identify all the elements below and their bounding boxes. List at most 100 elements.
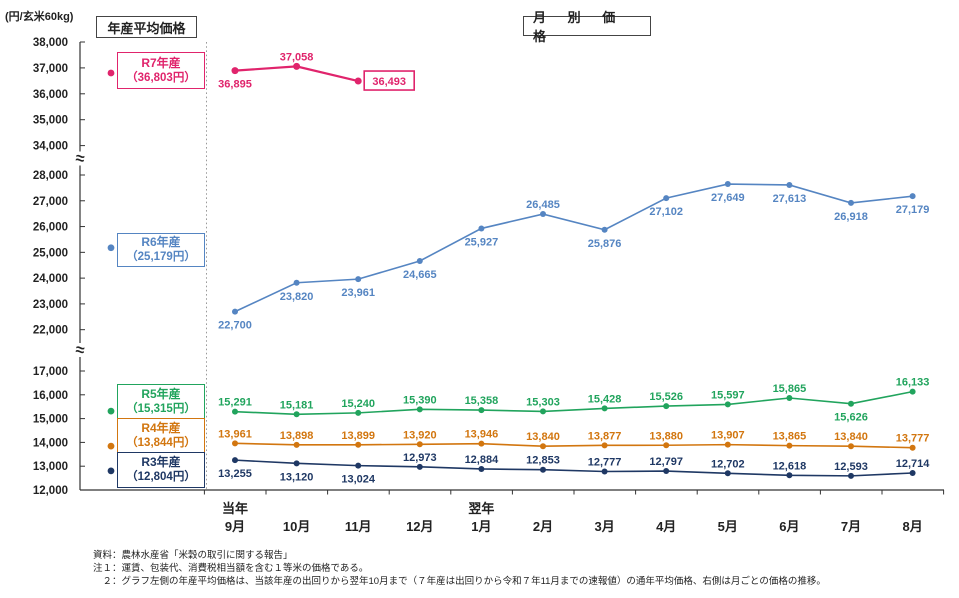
series-0-point bbox=[293, 62, 301, 70]
y-axis-unit-label: (円/玄米60kg) bbox=[5, 11, 74, 23]
series-4-point bbox=[416, 463, 423, 470]
y-axis-tick-label: 38,000 bbox=[33, 37, 68, 49]
series-3-point bbox=[848, 443, 854, 450]
y-axis-tick-label: 15,000 bbox=[33, 414, 68, 426]
series-2-value-label: 15,597 bbox=[711, 389, 745, 401]
series-3-point bbox=[663, 442, 670, 449]
series-3-point bbox=[232, 440, 238, 447]
series-3-value-label: 13,898 bbox=[280, 430, 314, 442]
series-4-value-label: 13,255 bbox=[218, 468, 252, 480]
y-axis-tick-label: 26,000 bbox=[33, 222, 68, 234]
series-3-value-label: 13,907 bbox=[711, 430, 745, 442]
annual-average-price-header: 年産平均価格 bbox=[96, 16, 197, 38]
series-3-value-label: 13,865 bbox=[773, 431, 807, 443]
series-1-point bbox=[724, 181, 731, 188]
legend-series-name: R4年産 bbox=[141, 420, 181, 435]
x-axis-month-label: 12月 bbox=[406, 519, 433, 534]
axis-break-symbol: ≈ bbox=[74, 150, 85, 168]
legend-dot-4 bbox=[107, 467, 115, 475]
x-axis-month-label: 5月 bbox=[718, 519, 738, 534]
series-4-value-label: 12,777 bbox=[588, 457, 622, 469]
x-axis-month-label: 9月 bbox=[225, 519, 245, 534]
series-4-value-label: 12,618 bbox=[773, 460, 807, 472]
series-2-point bbox=[848, 400, 854, 407]
series-1-value-label: 27,102 bbox=[649, 206, 683, 218]
series-2-point bbox=[540, 408, 546, 415]
y-axis-tick-label: 14,000 bbox=[33, 437, 68, 449]
series-3-point bbox=[540, 443, 546, 450]
series-2-value-label: 15,291 bbox=[218, 397, 252, 409]
series-line-4 bbox=[234, 459, 913, 477]
y-axis-tick-label: 12,000 bbox=[33, 485, 68, 497]
series-1-point bbox=[848, 199, 854, 206]
y-axis-tick-label: 17,000 bbox=[33, 366, 68, 378]
series-0-value-label: 37,058 bbox=[280, 51, 314, 63]
legend-box-3: R4年産 （13,844円） bbox=[117, 418, 205, 453]
series-1-point bbox=[232, 308, 238, 315]
legend-series-average: （13,844円） bbox=[126, 436, 196, 449]
series-1-value-label: 25,876 bbox=[588, 238, 622, 250]
series-3-point bbox=[909, 444, 916, 451]
legend-dot-1 bbox=[107, 244, 115, 252]
series-2-value-label: 15,303 bbox=[526, 396, 560, 408]
series-3-value-label: 13,946 bbox=[465, 429, 499, 441]
series-3-point bbox=[355, 441, 362, 448]
series-1-point bbox=[601, 226, 608, 233]
series-2-point bbox=[663, 403, 670, 410]
monthly-price-header: 月 別 価 格 bbox=[523, 10, 651, 44]
series-2-point bbox=[724, 401, 731, 408]
series-4-value-label: 12,593 bbox=[834, 461, 868, 473]
legend-box-0: R7年産 （36,803円） bbox=[117, 52, 205, 89]
series-3-value-label: 13,920 bbox=[403, 429, 437, 441]
series-1-point bbox=[355, 276, 362, 283]
series-3-point bbox=[293, 441, 300, 448]
series-2-point bbox=[293, 411, 300, 418]
axis-break-mask bbox=[72, 343, 89, 357]
y-axis-tick-label: 28,000 bbox=[33, 170, 68, 182]
legend-series-average: （15,315円） bbox=[126, 402, 196, 415]
y-axis-tick-label: 24,000 bbox=[33, 273, 68, 285]
series-1-point bbox=[478, 225, 485, 232]
series-1-point bbox=[416, 257, 423, 264]
series-3-value-label: 13,877 bbox=[588, 430, 622, 442]
x-axis-month-label: 6月 bbox=[779, 519, 799, 534]
series-3-point bbox=[724, 441, 731, 448]
legend-box-4: R3年産 （12,804円） bbox=[117, 452, 205, 488]
legend-series-name: R3年産 bbox=[141, 455, 181, 469]
footnote-note2: ２：グラフ左側の年産平均価格は、当該年産の出回りから翌年10月まで（７年産は出回… bbox=[93, 576, 826, 587]
legend-dot-0 bbox=[107, 69, 115, 77]
series-4-value-label: 12,973 bbox=[403, 452, 437, 464]
series-4-value-label: 12,797 bbox=[649, 456, 683, 468]
series-1-value-label: 27,179 bbox=[896, 204, 930, 216]
x-axis-month-label: 3月 bbox=[594, 519, 614, 534]
series-2-value-label: 15,428 bbox=[588, 393, 622, 405]
series-3-value-label: 13,777 bbox=[896, 433, 930, 445]
series-1-value-label: 23,961 bbox=[341, 287, 375, 299]
series-2-value-label: 15,865 bbox=[773, 383, 807, 395]
x-axis-month-label: 11月 bbox=[345, 519, 372, 534]
legend-series-average: （25,179円） bbox=[126, 251, 196, 263]
footnote-note1: 注１：運賃、包装代、消費税相当額を含む１等米の価格である。 bbox=[93, 563, 369, 574]
series-2-point bbox=[601, 405, 608, 412]
series-2-value-label: 15,181 bbox=[280, 399, 314, 411]
series-1-value-label: 27,613 bbox=[773, 193, 807, 205]
y-axis-tick-label: 23,000 bbox=[33, 299, 68, 311]
series-3-point bbox=[601, 442, 608, 449]
series-4-point bbox=[663, 468, 670, 475]
series-1-value-label: 26,485 bbox=[526, 199, 560, 211]
series-3-point bbox=[786, 442, 793, 449]
legend-series-name: R7年産 bbox=[141, 55, 181, 70]
legend-dot-2 bbox=[107, 407, 115, 415]
series-1-value-label: 25,927 bbox=[465, 236, 499, 248]
series-0-value-box bbox=[363, 70, 416, 91]
legend-box-2: R5年産 （15,315円） bbox=[117, 384, 205, 419]
legend-dot-3 bbox=[107, 442, 115, 450]
series-4-point bbox=[909, 470, 916, 477]
series-3-value-label: 13,880 bbox=[649, 430, 683, 442]
series-line-3 bbox=[234, 442, 913, 449]
series-4-point bbox=[724, 470, 731, 477]
series-1-value-label: 23,820 bbox=[280, 291, 314, 303]
series-2-point bbox=[232, 408, 238, 415]
x-axis-year-label: 翌年 bbox=[468, 501, 494, 516]
